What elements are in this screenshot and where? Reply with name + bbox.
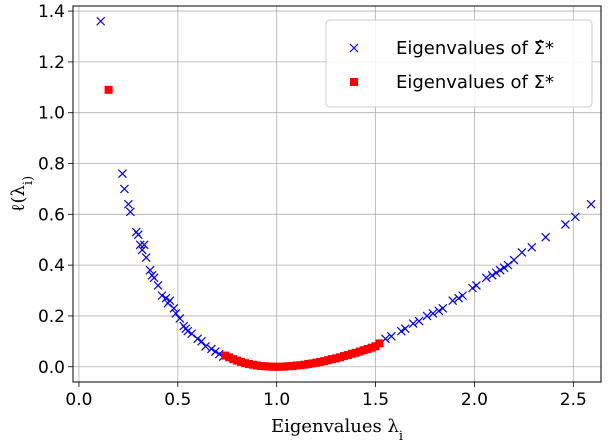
sample-eigenvalue-point xyxy=(137,245,147,255)
x-axis-label: Eigenvalues λi xyxy=(271,416,403,444)
legend-entry-label: Eigenvalues of Σ̂* xyxy=(396,38,554,59)
sample-eigenvalue-point xyxy=(396,326,406,336)
sample-eigenvalue-point xyxy=(471,281,481,290)
sample-eigenvalue-point xyxy=(165,296,175,306)
x-tick-label: 2.5 xyxy=(560,390,587,410)
tick-marks xyxy=(68,10,574,387)
plot-frame xyxy=(72,5,602,383)
sample-eigenvalue-point xyxy=(133,230,143,240)
sample-eigenvalue-point xyxy=(503,260,513,270)
y-tick-label: 1.4 xyxy=(38,2,65,22)
sample-eigenvalue-point xyxy=(187,329,197,339)
y-tick-label: 0.0 xyxy=(38,358,65,378)
sample-eigenvalue-point xyxy=(197,336,206,346)
y-tick-label: 0.6 xyxy=(38,205,65,225)
y-tick-label: 0.8 xyxy=(38,155,65,175)
x-tick-label: 0.5 xyxy=(164,390,191,410)
legend: Eigenvalues of Σ̂* Eigenvalues of Σ* xyxy=(325,19,593,108)
sample-eigenvalue-point xyxy=(201,342,210,351)
sample-eigenvalue-point xyxy=(560,220,570,229)
sample-eigenvalue-point xyxy=(509,255,519,265)
sample-eigenvalue-point xyxy=(171,308,181,318)
sample-eigenvalue-point xyxy=(161,293,171,303)
sample-eigenvalue-point xyxy=(183,326,193,336)
tick-labels: 0.0 0.5 1.0 1.5 2.0 2.5 0.0 0.2 0.4 0.6 0.8 1.0 1.2 1… xyxy=(38,2,587,410)
sample-eigenvalue-point xyxy=(123,199,133,209)
sample-eigenvalue-point xyxy=(207,344,216,354)
y-tick-label: 0.4 xyxy=(38,256,65,276)
sample-eigenvalue-point xyxy=(517,248,527,257)
sample-eigenvalue-point xyxy=(499,263,509,273)
y-tick-label: 1.2 xyxy=(38,53,65,73)
legend-entry-label: Eigenvalues of Σ* xyxy=(396,72,554,93)
true-eigenvalue-point xyxy=(375,339,384,348)
sample-eigenvalue-point xyxy=(495,265,505,275)
sample-eigenvalue-point xyxy=(458,291,467,301)
sample-eigenvalue-point xyxy=(175,314,185,323)
sample-eigenvalue-point xyxy=(414,316,424,326)
sample-eigenvalue-point xyxy=(386,331,396,341)
sample-eigenvalue-point xyxy=(454,293,464,303)
sample-eigenvalue-point xyxy=(438,303,448,313)
y-tick-label: 1.0 xyxy=(38,104,65,124)
sample-eigenvalue-point xyxy=(157,291,167,301)
y-axis-label: ℓ(λi) xyxy=(8,176,36,212)
sample-eigenvalue-point xyxy=(527,242,537,252)
sample-eigenvalue-point xyxy=(135,240,145,250)
sample-eigenvalue-point xyxy=(586,199,596,209)
sample-eigenvalue-point xyxy=(193,334,203,344)
sample-eigenvalue-point xyxy=(400,324,410,334)
sample-eigenvalue-point xyxy=(145,265,155,275)
sample-eigenvalue-point xyxy=(141,253,151,262)
legend-box xyxy=(325,19,593,108)
x-tick-label: 2.0 xyxy=(461,390,488,410)
sample-eigenvalue-point xyxy=(149,273,159,283)
sample-eigenvalue-point xyxy=(491,268,501,278)
sample-eigenvalue-point xyxy=(125,207,135,217)
sample-eigenvalue-point xyxy=(169,303,179,313)
x-tick-label: 0.0 xyxy=(65,390,92,410)
legend-square-marker-icon xyxy=(350,78,358,86)
sample-eigenvalue-point xyxy=(570,212,580,222)
sample-eigenvalue-point xyxy=(422,311,432,321)
true-eigenvalue-point xyxy=(104,85,113,94)
x-tick-label: 1.5 xyxy=(362,390,389,410)
x-tick-label: 1.0 xyxy=(263,390,290,410)
sample-eigenvalue-point xyxy=(210,347,220,356)
sample-eigenvalue-point xyxy=(119,184,129,194)
sample-eigenvalue-point xyxy=(139,240,149,250)
sample-eigenvalue-point xyxy=(408,319,418,328)
sample-eigenvalue-point xyxy=(118,169,127,179)
sample-eigenvalue-point xyxy=(487,270,497,280)
sample-eigenvalue-point xyxy=(153,281,163,290)
y-tick-label: 0.2 xyxy=(38,307,65,327)
legend-x-marker-icon xyxy=(349,43,359,53)
sample-eigenvalue-point xyxy=(541,232,551,242)
sample-eigenvalue-point xyxy=(481,273,491,283)
sample-eigenvalue-point xyxy=(468,283,477,293)
sample-eigenvalue-point xyxy=(428,308,438,318)
data-points xyxy=(96,16,596,371)
sample-eigenvalue-point xyxy=(448,296,458,306)
sample-eigenvalue-point xyxy=(96,16,106,26)
sample-eigenvalue-point xyxy=(434,306,444,316)
